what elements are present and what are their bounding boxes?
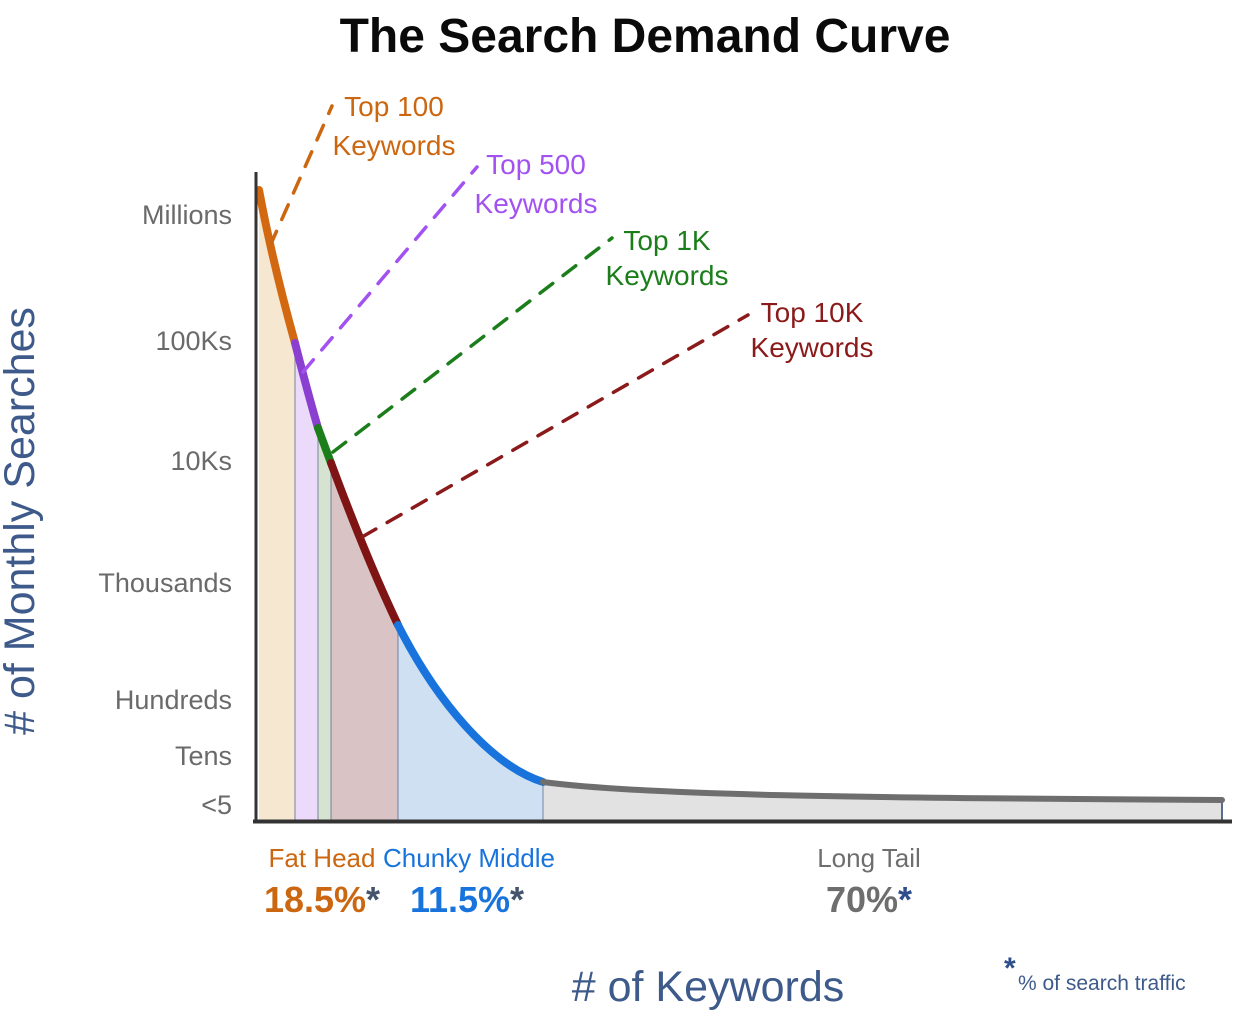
- label-top-1k-line1: Top 1K: [623, 225, 710, 256]
- axes-lines: [253, 172, 1232, 824]
- footnote-asterisk: *: [1004, 952, 1016, 985]
- y-tick-thousands: Thousands: [98, 568, 232, 598]
- annotation-leader-lines: [268, 104, 750, 539]
- footnote: * % of search traffic: [1004, 952, 1186, 995]
- annotation-labels: Top 100 Keywords Top 500 Keywords Top 1K…: [333, 91, 874, 363]
- chart-title: The Search Demand Curve: [340, 10, 951, 63]
- y-tick-tens: Tens: [175, 741, 232, 771]
- fat-head-percent-asterisk: *: [366, 879, 380, 920]
- region-top-10k: [331, 463, 398, 820]
- fat-head-percent-value: 18.5%: [264, 879, 366, 920]
- curve-chunky-middle-segment: [394, 621, 547, 786]
- y-tick-under-5: <5: [201, 790, 232, 820]
- leader-top-1k: [331, 236, 614, 454]
- label-top-500-line2: Keywords: [475, 188, 598, 219]
- chunky-middle-percent-asterisk: *: [510, 879, 524, 920]
- y-tick-millions: Millions: [142, 200, 232, 230]
- curve-top-10k-segment: [327, 459, 402, 629]
- region-chunky-middle: [398, 625, 543, 820]
- region-top-100: [259, 190, 295, 820]
- demand-curve: [255, 186, 1225, 803]
- chunky-middle-percent: 11.5%*: [410, 879, 524, 920]
- long-tail-percent-value: 70%: [826, 879, 898, 920]
- footnote-text: % of search traffic: [1018, 972, 1186, 995]
- curve-regions: [259, 190, 1222, 820]
- chunky-middle-percent-value: 11.5%: [410, 879, 510, 920]
- y-axis-tick-labels: Millions 100Ks 10Ks Thousands Hundreds T…: [98, 200, 232, 820]
- y-axis-title: # of Monthly Searches: [0, 307, 44, 735]
- label-top-10k-line1: Top 10K: [761, 297, 864, 328]
- chunky-middle-label: Chunky Middle: [383, 843, 555, 873]
- long-tail-percent-asterisk: *: [898, 879, 912, 920]
- leader-top-100: [268, 104, 334, 248]
- fat-head-percent: 18.5%*: [264, 879, 380, 920]
- label-top-1k-line2: Keywords: [606, 260, 729, 291]
- x-axis-title: # of Keywords: [572, 963, 844, 1011]
- label-top-500-line1: Top 500: [486, 149, 586, 180]
- curve-top-100-segment: [255, 186, 299, 347]
- region-top-500: [295, 343, 318, 820]
- curve-long-tail-segment: [540, 779, 1225, 803]
- fat-head-label: Fat Head: [269, 843, 376, 873]
- long-tail-percent: 70%*: [826, 879, 912, 920]
- label-top-10k-line2: Keywords: [751, 332, 874, 363]
- region-top-1k: [318, 428, 331, 820]
- y-tick-10ks: 10Ks: [170, 446, 232, 476]
- y-tick-100ks: 100Ks: [155, 326, 232, 356]
- leader-top-500: [301, 165, 479, 374]
- leader-top-10k: [360, 313, 750, 539]
- y-tick-hundreds: Hundreds: [115, 685, 232, 715]
- curve-top-500-segment: [291, 339, 322, 432]
- label-top-100-line1: Top 100: [344, 91, 444, 122]
- label-top-100-line2: Keywords: [333, 130, 456, 161]
- long-tail-label: Long Tail: [817, 843, 921, 873]
- region-separators: [294, 345, 544, 820]
- region-long-tail: [543, 782, 1222, 820]
- segment-labels: Fat Head Chunky Middle Long Tail 18.5%* …: [264, 843, 921, 920]
